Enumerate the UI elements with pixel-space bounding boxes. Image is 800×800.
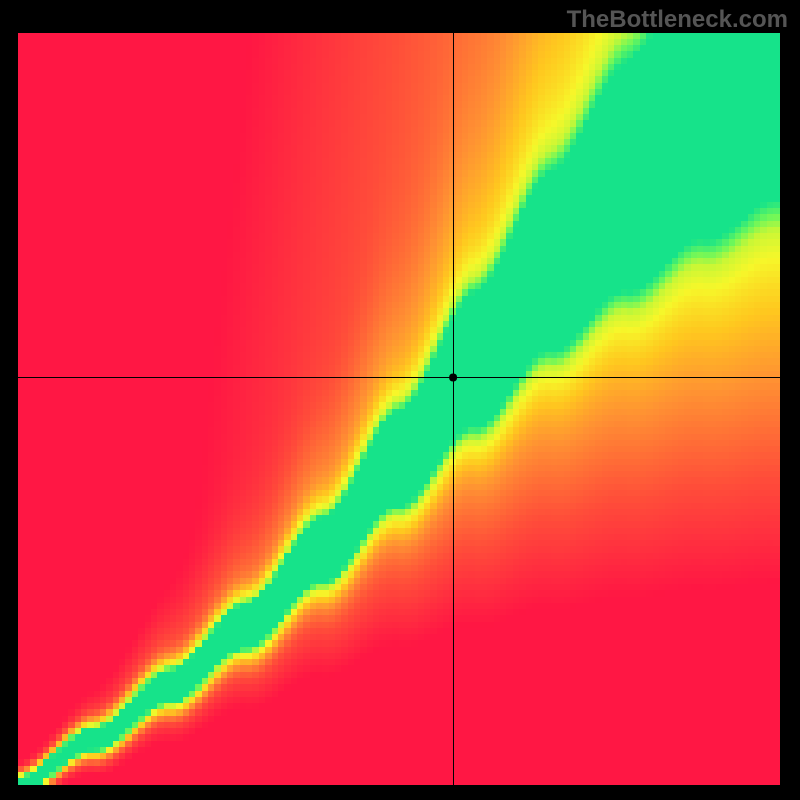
watermark-label: TheBottleneck.com	[567, 6, 788, 34]
root-container: TheBottleneck.com	[0, 0, 800, 800]
heatmap-canvas	[18, 33, 780, 785]
heatmap-plot	[18, 33, 780, 785]
